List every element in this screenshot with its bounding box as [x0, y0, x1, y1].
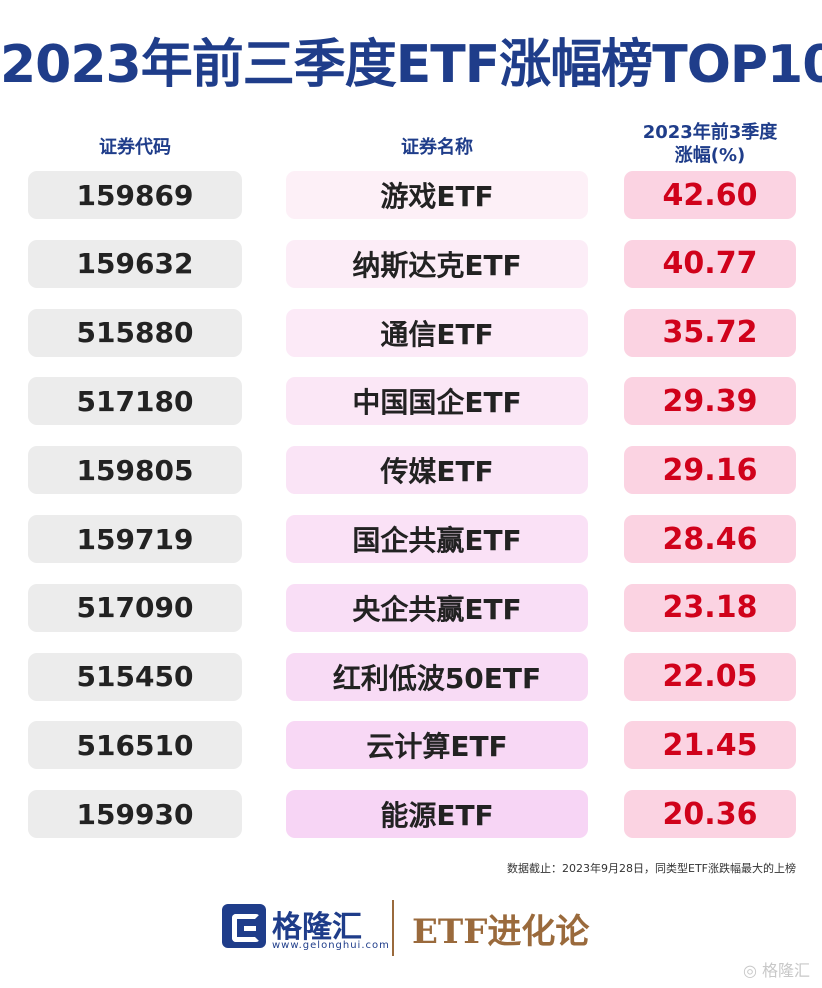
etf-name-cell: 纳斯达克ETF: [286, 239, 588, 288]
etf-name-cell: 中国国企ETF: [286, 377, 588, 426]
table-row: 517180 中国国企ETF 29.39: [0, 377, 822, 426]
gelonghui-logo-icon: [222, 904, 266, 948]
etf-name-cell: 游戏ETF: [286, 171, 588, 219]
etf-code-cell: 517180: [28, 377, 242, 426]
etf-code-cell: 159869: [28, 171, 242, 219]
table-row: 515450 红利低波50ETF 22.05: [0, 652, 822, 701]
column-header-name: 证券名称: [401, 137, 473, 158]
etf-change-cell: 23.18: [624, 583, 796, 632]
table-row: 517090 央企共赢ETF 23.18: [0, 583, 822, 632]
etf-name-cell: 传媒ETF: [286, 446, 588, 495]
table-row: 516510 云计算ETF 21.45: [0, 721, 822, 770]
table-row: 159632 纳斯达克ETF 40.77: [0, 239, 822, 288]
etf-name-cell: 央企共赢ETF: [286, 583, 588, 632]
etf-change-cell: 20.36: [624, 790, 796, 839]
etf-name-cell: 能源ETF: [286, 790, 588, 839]
column-header-change-line2: 涨幅(%): [674, 145, 746, 166]
etf-code-cell: 515450: [28, 652, 242, 701]
etf-change-cell: 42.60: [624, 171, 796, 219]
brand-url: www.gelonghui.com: [272, 940, 390, 951]
table-row: 159869 游戏ETF 42.60: [0, 171, 822, 219]
etf-code-cell: 517090: [28, 583, 242, 632]
etf-name-cell: 红利低波50ETF: [286, 652, 588, 701]
etf-code-cell: 516510: [28, 721, 242, 770]
etf-code-cell: 159632: [28, 239, 242, 288]
etf-change-cell: 22.05: [624, 652, 796, 701]
watermark-text: 格隆汇: [761, 961, 810, 980]
slogan: ETF进化论: [412, 912, 590, 952]
etf-change-cell: 40.77: [624, 239, 796, 288]
etf-name-cell: 国企共赢ETF: [286, 515, 588, 563]
table-row: 159930 能源ETF 20.36: [0, 790, 822, 839]
etf-code-cell: 515880: [28, 308, 242, 357]
column-header-code: 证券代码: [99, 137, 171, 158]
column-header-change: 2023年前3季度 涨幅(%): [624, 121, 796, 167]
watermark: ◎ 格隆汇: [742, 961, 810, 980]
table-row: 515880 通信ETF 35.72: [0, 308, 822, 357]
etf-change-cell: 28.46: [624, 515, 796, 563]
table-row: 159805 传媒ETF 29.16: [0, 446, 822, 495]
etf-change-cell: 35.72: [624, 308, 796, 357]
column-header-change-line1: 2023年前3季度: [642, 122, 778, 143]
etf-name-cell: 通信ETF: [286, 308, 588, 357]
etf-code-cell: 159930: [28, 790, 242, 839]
etf-change-cell: 29.39: [624, 377, 796, 426]
etf-change-cell: 29.16: [624, 446, 796, 495]
etf-code-cell: 159805: [28, 446, 242, 495]
page-title: 2023年前三季度ETF涨幅榜TOP10: [0, 35, 822, 95]
data-note: 数据截止：2023年9月28日，同类型ETF涨跌幅最大的上榜: [507, 862, 796, 875]
etf-name-cell: 云计算ETF: [286, 721, 588, 770]
brand-name: 格隆汇: [272, 910, 362, 945]
footer-divider: [392, 900, 394, 956]
table-row: 159719 国企共赢ETF 28.46: [0, 515, 822, 563]
etf-code-cell: 159719: [28, 515, 242, 563]
footer: 格隆汇 www.gelonghui.com ETF进化论: [0, 890, 822, 970]
etf-change-cell: 21.45: [624, 721, 796, 770]
